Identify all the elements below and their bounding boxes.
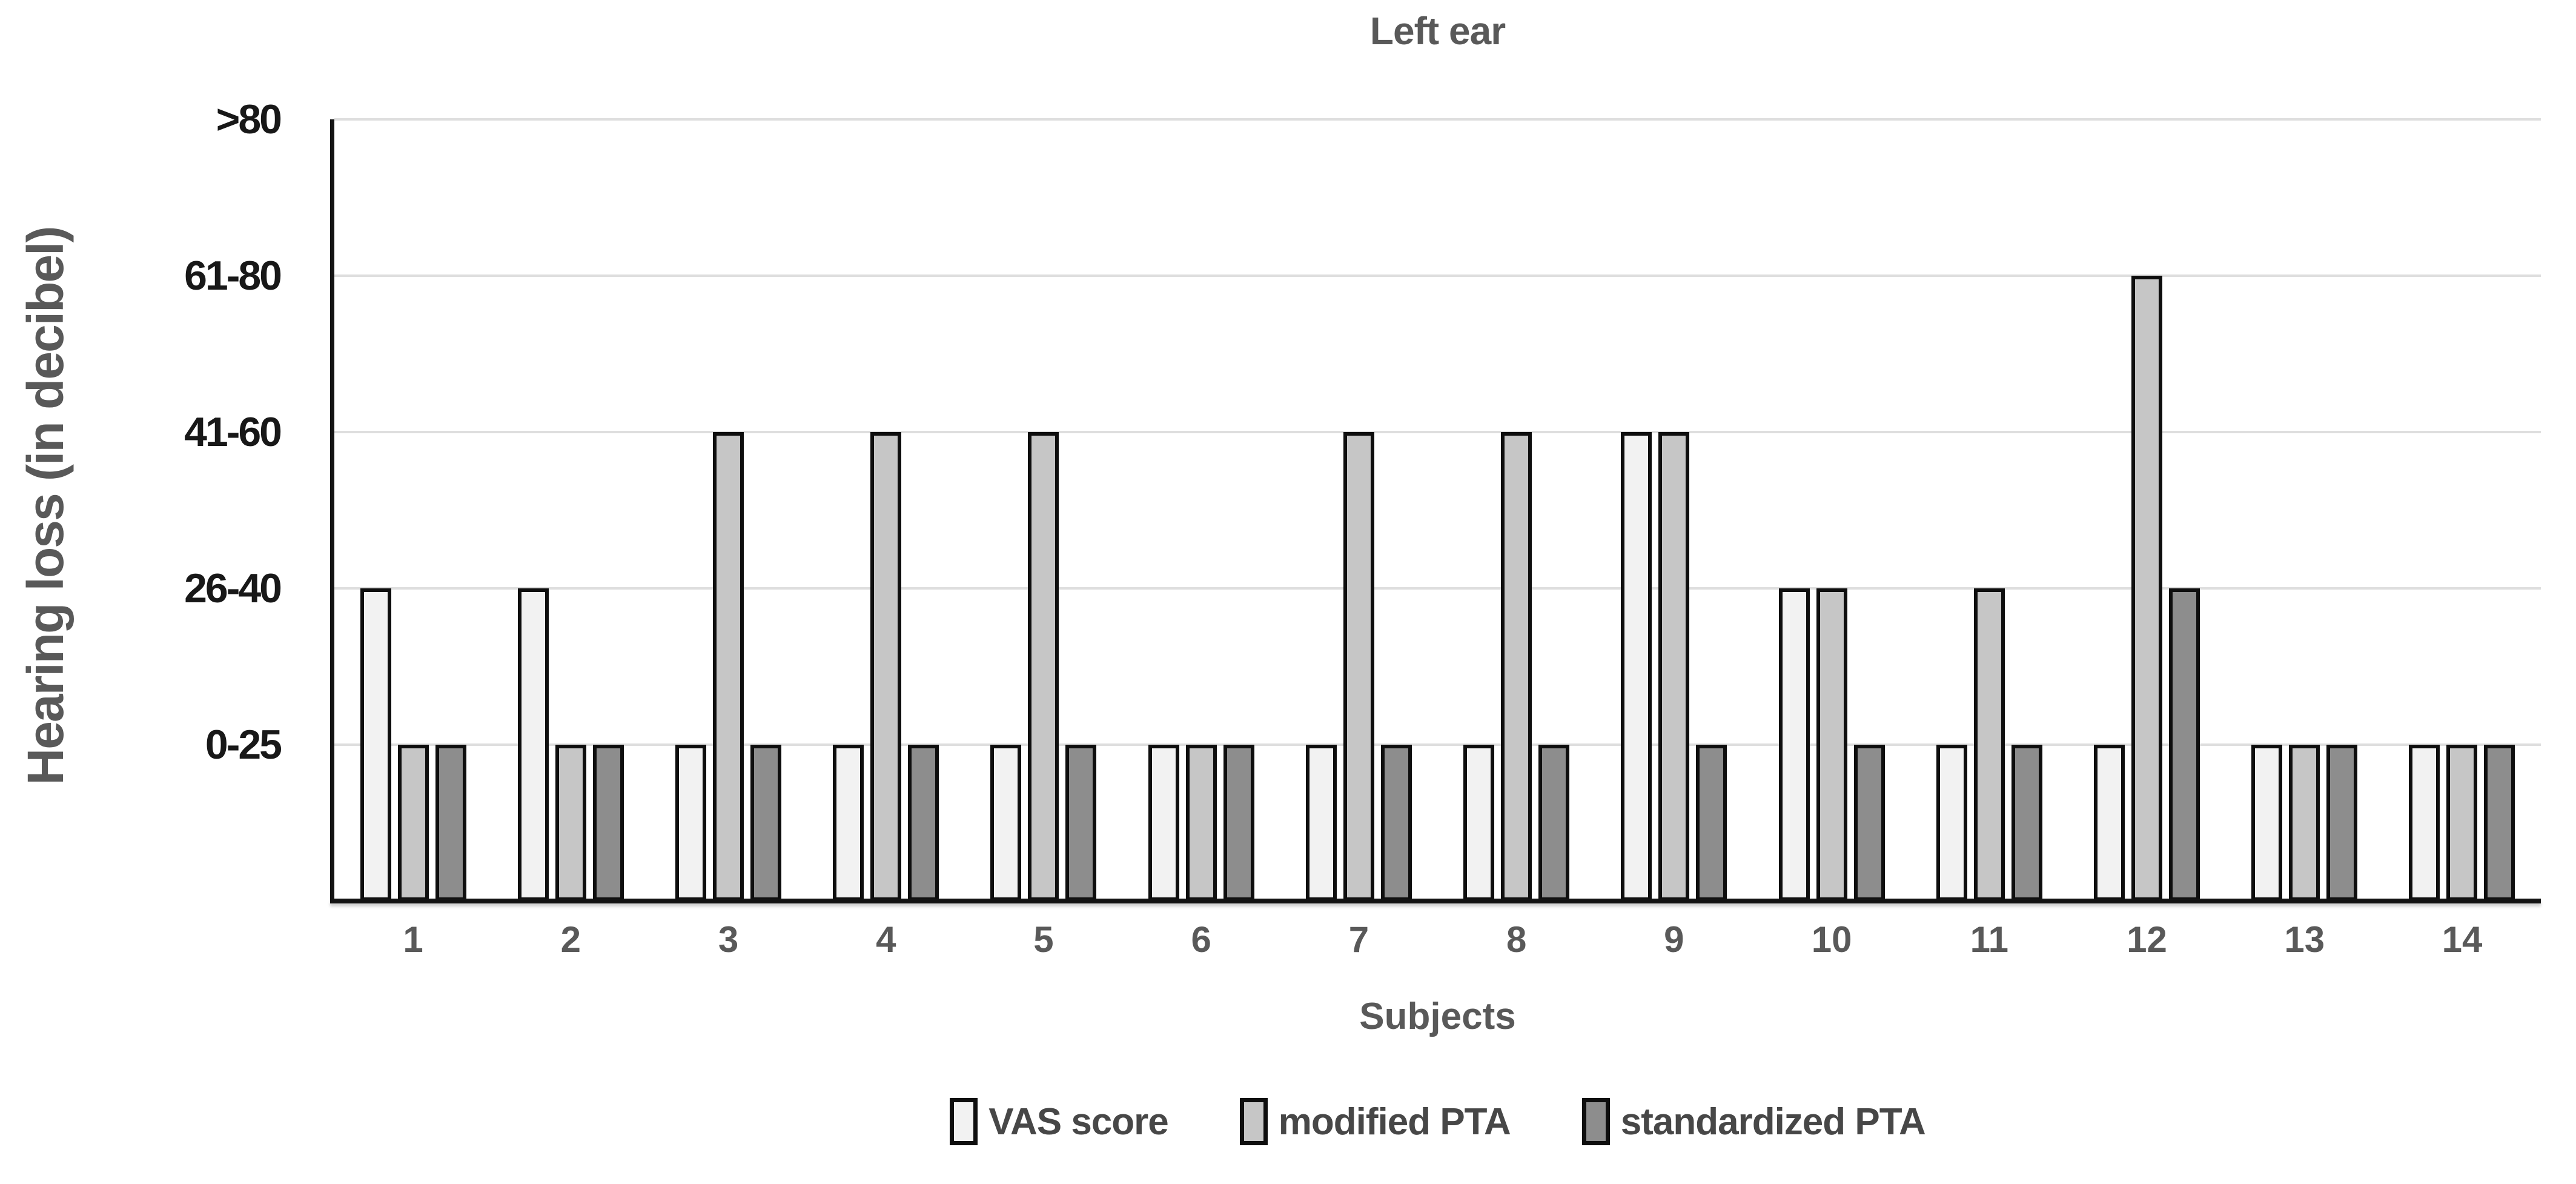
chart-legend: VAS score modified PTA standardized PTA: [334, 1098, 2541, 1145]
bar-standardized-pta-subject-5: [1065, 745, 1097, 901]
bar-groups: [334, 119, 2541, 901]
x-tick-label-8: 8: [1506, 919, 1527, 960]
bar-modified-pta-subject-5: [1028, 432, 1059, 901]
legend-label-vas-score: VAS score: [988, 1100, 1169, 1143]
bar-standardized-pta-subject-11: [2011, 745, 2042, 901]
x-tick-label-4: 4: [876, 919, 896, 960]
y-tick-label-41-60: 41-60: [184, 409, 282, 455]
bar-vas-score-subject-11: [1936, 745, 1967, 901]
bar-vas-score-subject-4: [833, 745, 864, 901]
bar-group-subject-6: [1122, 119, 1280, 901]
bar-vas-score-subject-2: [517, 588, 549, 901]
bar-group-subject-8: [1438, 119, 1595, 901]
bar-group-subject-2: [492, 119, 649, 901]
gridline--80: [334, 118, 2541, 121]
y-tick-label--80: >80: [216, 96, 282, 142]
bar-modified-pta-subject-3: [713, 432, 744, 901]
x-tick-label-12: 12: [2127, 919, 2167, 960]
bar-group-subject-12: [2068, 119, 2225, 901]
x-axis-line: [330, 899, 2541, 903]
y-tick-label-0-25: 0-25: [205, 722, 282, 768]
x-axis-tick-labels: 1 2 3 4 5 6 7 8 9 10 11 12 13 14: [334, 919, 2541, 969]
bar-standardized-pta-subject-9: [1696, 745, 1727, 901]
bar-modified-pta-subject-4: [870, 432, 902, 901]
gridline-0-25: [334, 743, 2541, 746]
chart-title: Left ear: [1369, 9, 1506, 53]
bar-modified-pta-subject-6: [1185, 745, 1217, 901]
x-axis-title: Subjects: [1359, 996, 1516, 1037]
bar-group-subject-11: [1910, 119, 2068, 901]
legend-item-modified-pta: modified PTA: [1239, 1098, 1511, 1145]
bar-group-subject-1: [334, 119, 492, 901]
bar-modified-pta-subject-11: [1973, 588, 2005, 901]
x-tick-label-10: 10: [1811, 919, 1852, 960]
bar-standardized-pta-subject-2: [592, 745, 624, 901]
bar-standardized-pta-subject-4: [908, 745, 939, 901]
bar-vas-score-subject-12: [2094, 745, 2125, 901]
bar-modified-pta-subject-13: [2289, 745, 2320, 901]
bar-vas-score-subject-13: [2251, 745, 2283, 901]
x-tick-label-3: 3: [718, 919, 739, 960]
gridline-26-40: [334, 587, 2541, 590]
bar-vas-score-subject-1: [360, 588, 391, 901]
gridline-61-80: [334, 274, 2541, 277]
y-tick-label-26-40: 26-40: [184, 565, 282, 611]
bar-standardized-pta-subject-6: [1223, 745, 1254, 901]
gridline-41-60: [334, 431, 2541, 433]
bar-group-subject-5: [965, 119, 1122, 901]
bar-group-subject-3: [649, 119, 807, 901]
bar-group-subject-10: [1753, 119, 1910, 901]
x-tick-label-2: 2: [560, 919, 581, 960]
plot-area: [330, 118, 2541, 903]
bar-modified-pta-subject-2: [555, 745, 586, 901]
bar-group-subject-7: [1280, 119, 1437, 901]
bar-standardized-pta-subject-1: [435, 745, 466, 901]
legend-label-modified-pta: modified PTA: [1278, 1100, 1511, 1143]
bar-vas-score-subject-5: [990, 745, 1022, 901]
bar-standardized-pta-subject-12: [2169, 588, 2200, 901]
x-tick-label-9: 9: [1664, 919, 1684, 960]
bar-modified-pta-subject-9: [1658, 432, 1690, 901]
x-tick-label-13: 13: [2284, 919, 2325, 960]
bar-vas-score-subject-7: [1305, 745, 1337, 901]
bar-modified-pta-subject-1: [397, 745, 429, 901]
bar-standardized-pta-subject-3: [750, 745, 782, 901]
bar-modified-pta-subject-12: [2131, 276, 2163, 901]
bar-vas-score-subject-10: [1778, 588, 1810, 901]
x-tick-label-14: 14: [2442, 919, 2483, 960]
legend-item-vas-score: VAS score: [950, 1098, 1169, 1145]
x-tick-label-1: 1: [403, 919, 423, 960]
x-tick-label-7: 7: [1348, 919, 1369, 960]
y-tick-label-61-80: 61-80: [184, 253, 282, 299]
x-tick-label-11: 11: [1970, 919, 2009, 960]
legend-item-standardized-pta: standardized PTA: [1581, 1098, 1926, 1145]
legend-swatch-modified-pta: [1239, 1098, 1268, 1145]
bar-modified-pta-subject-10: [1816, 588, 1847, 901]
legend-swatch-vas-score: [950, 1098, 978, 1145]
bar-group-subject-14: [2383, 119, 2541, 901]
bar-vas-score-subject-8: [1463, 745, 1495, 901]
bar-modified-pta-subject-7: [1343, 432, 1374, 901]
bar-vas-score-subject-3: [675, 745, 707, 901]
y-axis-line: [330, 119, 334, 903]
y-axis-tick-labels: 0-25 26-40 41-60 61-80 >80: [0, 96, 306, 901]
bar-modified-pta-subject-14: [2446, 745, 2478, 901]
bar-standardized-pta-subject-13: [2326, 745, 2358, 901]
bar-vas-score-subject-14: [2409, 745, 2440, 901]
bar-modified-pta-subject-8: [1501, 432, 1532, 901]
bar-standardized-pta-subject-14: [2484, 745, 2515, 901]
bar-group-subject-9: [1595, 119, 1753, 901]
bar-standardized-pta-subject-8: [1538, 745, 1570, 901]
x-tick-label-5: 5: [1033, 919, 1054, 960]
legend-label-standardized-pta: standardized PTA: [1620, 1100, 1926, 1143]
bar-vas-score-subject-9: [1621, 432, 1652, 901]
bar-group-subject-13: [2226, 119, 2383, 901]
bar-standardized-pta-subject-10: [1853, 745, 1885, 901]
bar-group-subject-4: [807, 119, 965, 901]
legend-swatch-standardized-pta: [1581, 1098, 1610, 1145]
bar-vas-score-subject-6: [1148, 745, 1179, 901]
bar-standardized-pta-subject-7: [1380, 745, 1412, 901]
x-tick-label-6: 6: [1191, 919, 1211, 960]
